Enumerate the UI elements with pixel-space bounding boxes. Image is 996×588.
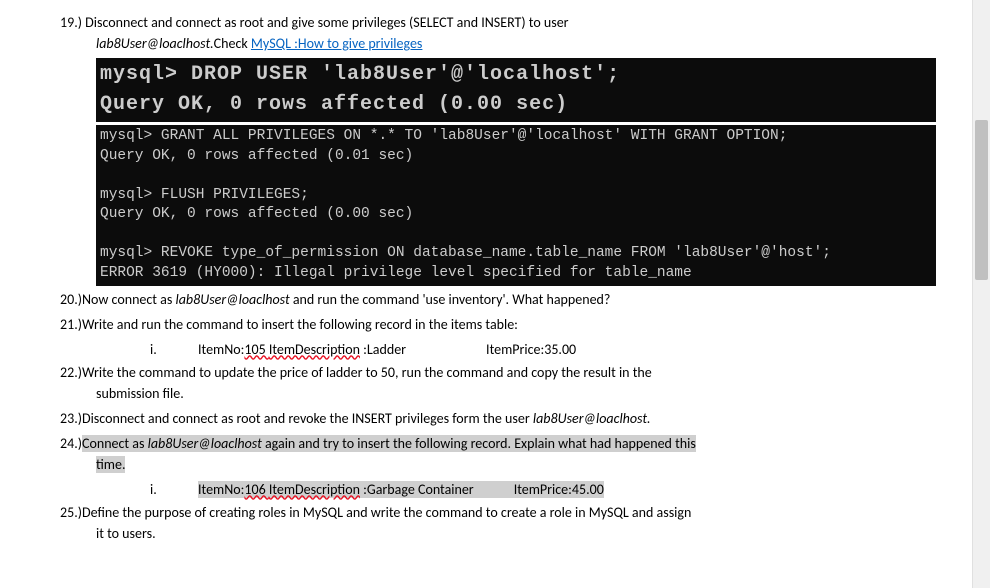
q24-hl: Connect as lab8User@loaclhost again and …	[82, 435, 696, 452]
q20-italic: lab8User@loaclhost	[176, 291, 290, 308]
q24i-hl: ItemNo:106 ItemDescription :Garbage Cont…	[198, 481, 604, 498]
q24-after2: time.	[96, 456, 125, 473]
q24i-desc-val: Garbage Container	[367, 481, 474, 498]
q23-italic: lab8User@loaclhost.	[533, 410, 651, 427]
question-25: 25.)Define the purpose of creating roles…	[60, 502, 936, 544]
q19-user: lab8User@loaclhost.	[96, 35, 214, 52]
q19-check: Check	[214, 35, 251, 52]
q21i-desc-label: ItemDescription	[269, 341, 360, 358]
question-20: 20.)Now connect as lab8User@loaclhost an…	[60, 289, 936, 310]
q24-number: 24.)	[60, 435, 82, 452]
q21i-itemno-label: ItemNo:	[198, 341, 244, 358]
q24-italic: lab8User@loaclhost	[148, 435, 262, 452]
q19-number: 19.)	[60, 14, 82, 31]
vertical-scrollbar[interactable]	[972, 0, 990, 588]
q23-number: 23.)	[60, 410, 82, 427]
terminal-block-2: mysql> GRANT ALL PRIVILEGES ON *.* TO 'l…	[96, 125, 936, 286]
q21i-desc-sep: :	[360, 341, 367, 358]
q24i-label: i.	[150, 479, 180, 500]
q21i-itemno-val: 105	[244, 341, 268, 358]
q24i-price: ItemPrice:45.00	[514, 481, 604, 498]
q20-before: Now connect as	[82, 291, 176, 308]
q24i-itemno-val: 106	[244, 481, 268, 498]
question-21-sub-i: i. ItemNo:105 ItemDescription :Ladder Item…	[60, 339, 936, 360]
q21i-desc-val: Ladder	[367, 341, 406, 358]
q20-number: 20.)	[60, 291, 82, 308]
question-24: 24.)Connect as lab8User@loaclhost again …	[60, 433, 936, 475]
q23-before: Disconnect and connect as root and revok…	[82, 410, 533, 427]
question-22: 22.)Write the command to update the pric…	[60, 362, 936, 404]
q19-line2: lab8User@loaclhost.Check MySQL :How to g…	[60, 35, 422, 52]
q19-text-a: Disconnect and connect as root and give …	[85, 14, 568, 31]
q21-text: Write and run the command to insert the …	[82, 316, 518, 333]
q24i-desc-sep: :	[360, 481, 367, 498]
q24i-desc-label: ItemDescription	[269, 481, 360, 498]
q21i-label: i.	[150, 339, 180, 360]
question-21: 21.)Write and run the command to insert …	[60, 314, 936, 335]
q21i-price: ItemPrice:35.00	[486, 341, 576, 358]
question-24-sub-i: i. ItemNo:106 ItemDescription :Garbage Co…	[60, 479, 936, 500]
question-19: 19.) Disconnect and connect as root and …	[60, 12, 936, 54]
q20-after: and run the command 'use inventory'. Wha…	[290, 291, 611, 308]
question-23: 23.)Disconnect and connect as root and r…	[60, 408, 936, 429]
scroll-thumb[interactable]	[975, 120, 988, 280]
terminal-block-1: mysql> DROP USER 'lab8User'@'localhost';…	[96, 58, 936, 122]
q24-after: again and try to insert the following re…	[262, 435, 696, 452]
q24i-itemno-label: ItemNo:	[198, 481, 244, 498]
q24-before: Connect as	[82, 435, 148, 452]
mysql-privileges-link[interactable]: MySQL :How to give privileges	[251, 35, 422, 52]
q21-number: 21.)	[60, 316, 82, 333]
